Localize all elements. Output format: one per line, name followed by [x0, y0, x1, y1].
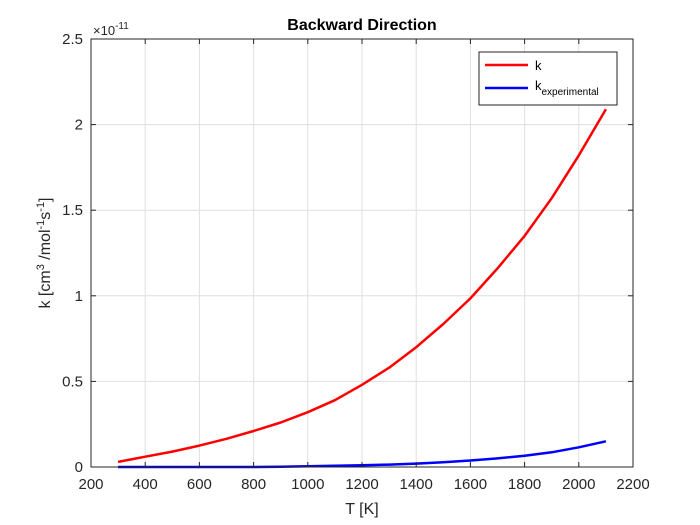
legend-label-k: k: [535, 58, 542, 73]
x-tick-label: 1600: [454, 476, 487, 493]
y-tick-label: 0: [75, 459, 83, 476]
tick-labels: 200 400 600 800 1000 1200 1400 1600 1800 2000 2200…: [62, 31, 650, 493]
y-tick-label: 1.5: [62, 202, 83, 219]
x-tick-label: 1400: [400, 476, 433, 493]
x-axis-label: T [K]: [345, 501, 379, 518]
x-tick-label: 800: [241, 476, 266, 493]
chart-title: Backward Direction: [287, 17, 436, 34]
x-tick-label: 1200: [345, 476, 378, 493]
x-tick-label: 2200: [616, 476, 649, 493]
y-tick-label: 0.5: [62, 373, 83, 390]
x-tick-label: 1800: [508, 476, 541, 493]
legend-box: [478, 51, 618, 106]
legend: k kexperimental: [478, 51, 618, 106]
x-tick-label: 1000: [291, 476, 324, 493]
y-exponent-label: ×10-11: [93, 21, 129, 38]
series-line-k: [117, 108, 607, 464]
ticks: [90, 38, 634, 468]
y-tick-label: 2.5: [62, 31, 83, 48]
y-tick-label: 1: [75, 288, 83, 305]
x-tick-label: 2000: [562, 476, 595, 493]
legend-label-k-experimental: kexperimental: [535, 78, 599, 98]
y-axis-label: k [cm3 /mol-1s-1]: [35, 197, 54, 308]
x-tick-label: 400: [133, 476, 158, 493]
x-tick-label: 200: [78, 476, 103, 493]
y-tick-label: 2: [75, 117, 83, 134]
x-tick-label: 600: [187, 476, 212, 493]
